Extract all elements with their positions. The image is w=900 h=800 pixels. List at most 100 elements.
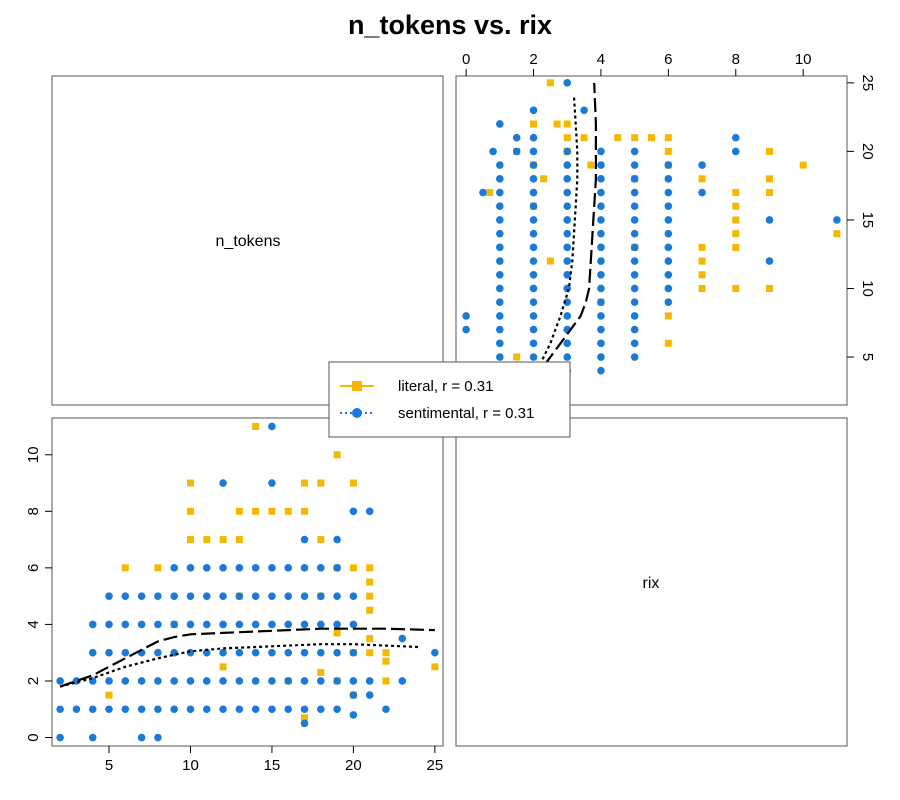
point-sentimental-bl-20 <box>137 733 146 742</box>
chart-title: n_tokens vs. rix <box>348 10 552 40</box>
point-sentimental-bl-29 <box>154 648 162 657</box>
point-sentimental-tr-69 <box>496 216 504 224</box>
point-sentimental-bl-65 <box>251 648 260 657</box>
point-sentimental-tr-99 <box>563 161 572 169</box>
point-sentimental-bl-99 <box>333 648 341 657</box>
point-sentimental-bl-63 <box>251 705 260 714</box>
x-tick-label-bottom-25: 25 <box>427 757 444 774</box>
point-sentimental-bl-35 <box>170 620 178 629</box>
point-literal-bl-39 <box>382 649 390 657</box>
point-literal-bl-36 <box>366 606 374 614</box>
point-literal-bl-19 <box>301 507 309 515</box>
point-sentimental-bl-88 <box>300 592 309 600</box>
y-tick-label-left-2: 2 <box>25 677 42 685</box>
point-sentimental-tr-30 <box>597 312 605 320</box>
x-tick-label-bottom-10: 10 <box>182 757 199 774</box>
point-sentimental-tr-107 <box>563 147 572 156</box>
point-literal-tr-6 <box>698 284 706 292</box>
point-sentimental-bl-79 <box>284 648 293 657</box>
point-sentimental-tr-62 <box>664 243 673 252</box>
point-sentimental-tr-85 <box>529 188 538 197</box>
point-sentimental-tr-112 <box>529 133 538 142</box>
point-sentimental-tr-46 <box>563 270 572 279</box>
point-sentimental-bl-93 <box>317 648 325 657</box>
point-sentimental-tr-29 <box>563 312 572 320</box>
point-sentimental-bl-3 <box>72 705 81 714</box>
point-literal-tr-4 <box>765 284 773 292</box>
point-literal-bl-9 <box>219 663 227 671</box>
point-literal-bl-29 <box>349 479 357 487</box>
point-sentimental-tr-94 <box>597 175 605 183</box>
point-sentimental-bl-10 <box>105 705 113 714</box>
y-tick-label-left-8: 8 <box>25 507 42 515</box>
point-sentimental-bl-51 <box>219 677 227 685</box>
point-literal-tr-7 <box>698 271 706 279</box>
point-literal-tr-34 <box>648 134 655 142</box>
point-literal-bl-15 <box>268 507 276 515</box>
point-sentimental-tr-64 <box>529 229 538 238</box>
point-literal-bl-14 <box>252 507 260 515</box>
point-literal-tr-33 <box>664 134 672 142</box>
point-sentimental-tr-83 <box>479 188 487 197</box>
point-sentimental-tr-57 <box>496 243 504 252</box>
y-tick-label-left-0: 0 <box>25 733 42 741</box>
point-literal-tr-9 <box>546 257 554 265</box>
point-sentimental-tr-79 <box>563 202 572 211</box>
point-sentimental-tr-100 <box>597 161 605 169</box>
point-literal-tr-8 <box>698 257 706 265</box>
point-sentimental-tr-53 <box>597 257 605 265</box>
point-sentimental-tr-104 <box>489 147 497 156</box>
point-sentimental-bl-86 <box>300 648 309 657</box>
y-tick-label-left-10: 10 <box>25 446 42 463</box>
point-sentimental-bl-17 <box>121 648 130 657</box>
point-sentimental-tr-12 <box>563 353 572 361</box>
point-sentimental-bl-42 <box>186 592 195 600</box>
legend-label-sentimental: sentimental, r = 0.31 <box>398 405 534 422</box>
smooth-line-sentimental-tr <box>525 96 579 399</box>
smooth-line-literal-tr <box>525 82 598 399</box>
point-sentimental-bl-48 <box>202 592 211 600</box>
point-sentimental-bl-43 <box>186 564 195 572</box>
point-sentimental-bl-75 <box>268 479 276 487</box>
point-sentimental-bl-109 <box>349 592 358 600</box>
point-sentimental-bl-46 <box>202 648 211 657</box>
point-sentimental-bl-27 <box>154 705 162 714</box>
point-sentimental-tr-49 <box>664 270 673 279</box>
y-tick-label-right-20: 20 <box>859 143 876 160</box>
point-sentimental-tr-51 <box>529 257 538 265</box>
point-sentimental-tr-73 <box>630 216 639 224</box>
point-sentimental-bl-70 <box>268 677 276 685</box>
point-sentimental-bl-69 <box>268 705 276 714</box>
point-sentimental-tr-67 <box>630 229 639 238</box>
point-sentimental-bl-102 <box>333 564 341 572</box>
point-sentimental-tr-96 <box>664 175 673 183</box>
point-literal-bl-11 <box>235 536 243 544</box>
point-sentimental-tr-9 <box>597 366 605 375</box>
point-sentimental-tr-113 <box>731 133 740 142</box>
point-sentimental-tr-98 <box>529 161 538 169</box>
point-sentimental-tr-63 <box>496 229 504 238</box>
point-sentimental-tr-110 <box>731 147 740 156</box>
point-sentimental-tr-32 <box>496 298 504 306</box>
point-sentimental-tr-91 <box>496 175 504 183</box>
y-tick-label-right-5: 5 <box>859 353 876 361</box>
point-literal-bl-5 <box>186 507 194 515</box>
point-sentimental-tr-16 <box>529 339 538 348</box>
point-literal-tr-13 <box>833 230 841 238</box>
point-sentimental-bl-113 <box>365 507 374 516</box>
point-literal-tr-11 <box>698 243 706 251</box>
point-sentimental-tr-38 <box>496 284 504 293</box>
legend-marker-sentimental <box>352 408 362 418</box>
point-literal-tr-42 <box>546 79 554 87</box>
point-sentimental-tr-72 <box>597 216 605 224</box>
point-sentimental-bl-74 <box>268 564 276 572</box>
point-sentimental-bl-1 <box>56 705 64 714</box>
point-sentimental-tr-19 <box>630 339 639 348</box>
point-sentimental-bl-30 <box>154 620 162 629</box>
panel-bottom-right <box>455 417 848 747</box>
diagonal-label-n-tokens: n_tokens <box>216 233 281 250</box>
point-sentimental-bl-47 <box>202 620 211 629</box>
point-sentimental-tr-41 <box>597 284 605 293</box>
point-sentimental-bl-66 <box>251 620 260 629</box>
point-sentimental-tr-33 <box>529 298 538 306</box>
